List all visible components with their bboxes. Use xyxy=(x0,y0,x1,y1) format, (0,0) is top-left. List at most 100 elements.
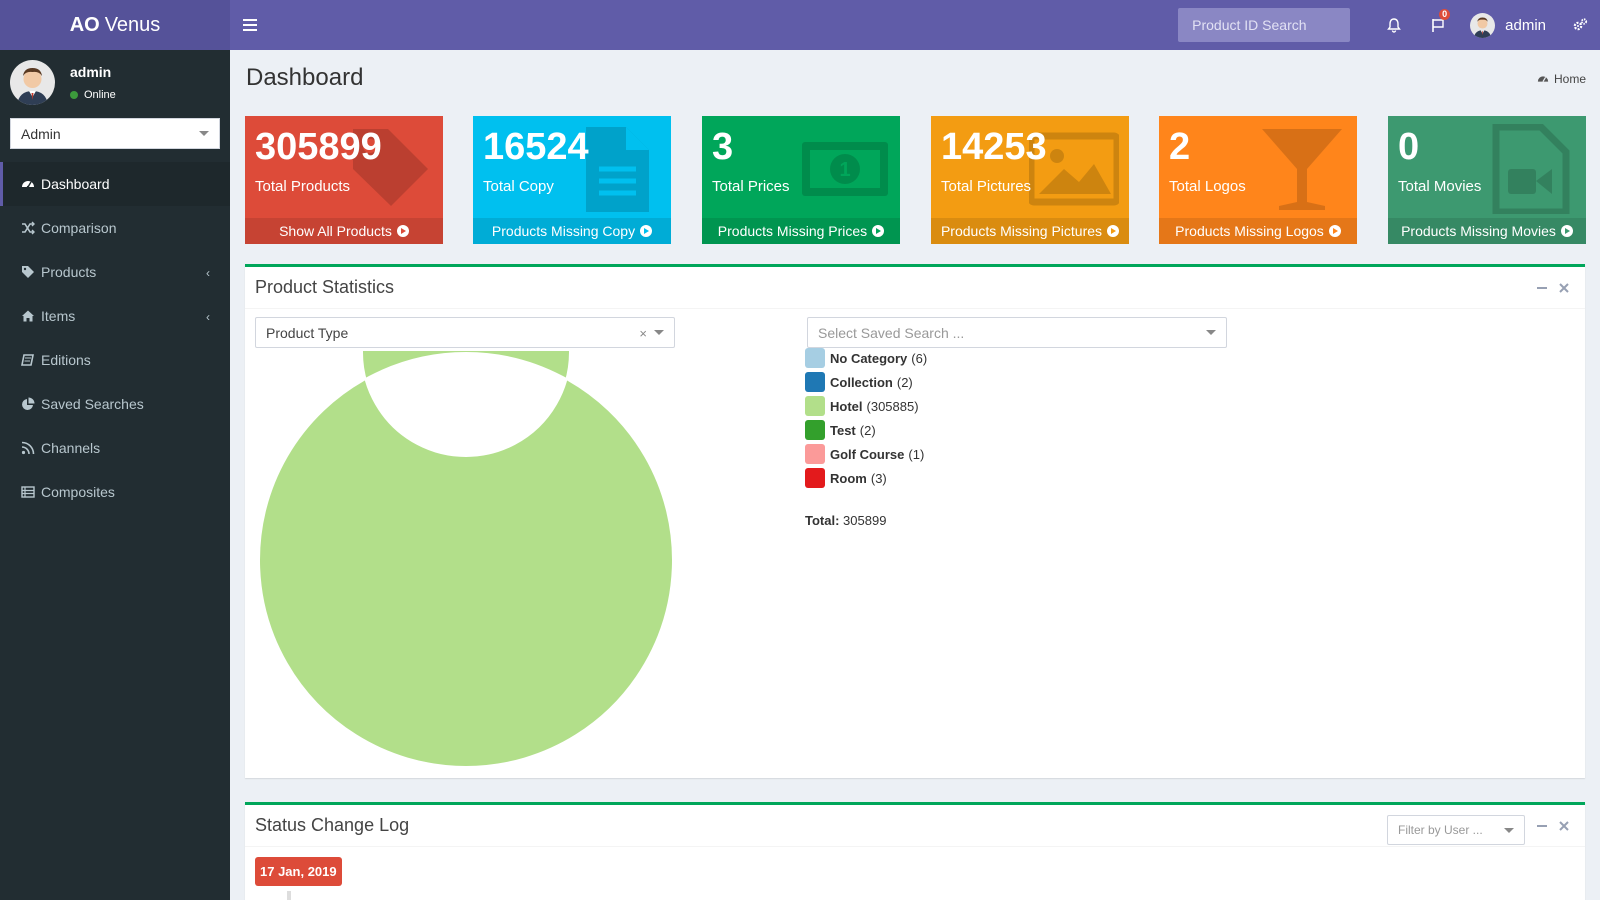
stat-value: 14253 xyxy=(941,126,1047,168)
arrow-circle-right-icon xyxy=(640,225,653,237)
saved-search-select[interactable]: Select Saved Search ... xyxy=(807,317,1227,348)
stat-label: Total Movies xyxy=(1398,178,1482,195)
stat-box-copy: 16524 Total Copy Products Missing Copy xyxy=(473,116,671,244)
chevron-left-icon: ‹ xyxy=(206,310,210,324)
avatar xyxy=(1470,12,1496,38)
legend-paren: ( xyxy=(866,398,871,414)
products-missing-copy-link[interactable]: Products Missing Copy xyxy=(473,218,671,244)
clear-icon[interactable]: × xyxy=(639,326,647,341)
product-type-select[interactable]: Product Type × xyxy=(255,317,675,348)
sidebar-item-label: Saved Searches xyxy=(41,396,144,412)
page-title: Dashboard xyxy=(246,64,364,91)
app-logo[interactable]: AO Venus xyxy=(0,0,230,50)
legend-swatch xyxy=(805,372,825,392)
legend-item[interactable]: No Category(6) xyxy=(805,346,927,370)
stat-label: Total Pictures xyxy=(941,178,1032,195)
sidebar-toggle-button[interactable] xyxy=(230,0,270,50)
list-icon xyxy=(21,485,41,499)
sidebar-item-label: Dashboard xyxy=(41,176,110,192)
legend-label: Hotel xyxy=(830,398,863,414)
collapse-button[interactable] xyxy=(1531,817,1553,835)
sidebar-item-composites[interactable]: Composites xyxy=(0,470,230,514)
panel-title: Product Statistics xyxy=(255,277,395,297)
sidebar-item-editions[interactable]: Editions xyxy=(0,338,230,382)
products-missing-movies-link[interactable]: Products Missing Movies xyxy=(1388,218,1586,244)
legend-paren: ( xyxy=(911,350,916,366)
flags-button[interactable]: 0 xyxy=(1416,0,1460,50)
product-statistics-panel: Product Statistics Product Type × Select… xyxy=(245,264,1585,778)
arrow-circle-right-icon xyxy=(1107,225,1120,237)
legend-item[interactable]: Collection(2) xyxy=(805,370,927,394)
panel-tools xyxy=(1531,817,1575,835)
legend-label: Room xyxy=(830,470,867,486)
collapse-button[interactable] xyxy=(1531,279,1553,297)
sidebar-item-saved-searches[interactable]: Saved Searches xyxy=(0,382,230,426)
arrow-circle-right-icon xyxy=(1560,225,1573,237)
sidebar-item-items[interactable]: Items ‹ xyxy=(0,294,230,338)
legend-paren: ) xyxy=(914,398,919,414)
legend-swatch xyxy=(805,420,825,440)
products-missing-logos-link[interactable]: Products Missing Logos xyxy=(1159,218,1357,244)
hamburger-icon xyxy=(243,19,257,31)
product-type-selected: Product Type xyxy=(266,324,349,341)
product-id-search-input[interactable] xyxy=(1178,8,1351,42)
legend-label: Collection xyxy=(830,374,893,390)
total-value: 305899 xyxy=(843,513,887,528)
legend-paren: ( xyxy=(908,446,913,462)
status-change-log-panel: Status Change Log Filter by User ... 17 … xyxy=(245,802,1585,900)
filter-by-user-select[interactable]: Filter by User ... xyxy=(1387,815,1525,845)
legend-item[interactable]: Test(2) xyxy=(805,418,927,442)
tag-icon xyxy=(353,129,428,206)
control-sidebar-button[interactable] xyxy=(1560,0,1600,50)
products-missing-pictures-link[interactable]: Products Missing Pictures xyxy=(931,218,1129,244)
legend-paren: ( xyxy=(870,470,876,486)
breadcrumb-home[interactable]: Home xyxy=(1553,72,1586,86)
tag-icon xyxy=(21,265,41,279)
close-button[interactable] xyxy=(1553,279,1575,297)
navbar: 0 admin xyxy=(230,0,1600,50)
sidebar-item-channels[interactable]: Channels xyxy=(0,426,230,470)
avatar xyxy=(10,60,55,105)
legend-count: 2 xyxy=(901,374,909,390)
donut-slice-hotel[interactable] xyxy=(258,351,674,768)
user-status[interactable]: Online xyxy=(70,89,116,101)
navbar-right: 0 admin xyxy=(1178,0,1600,50)
stat-value: 16524 xyxy=(483,126,589,168)
sidebar-item-dashboard[interactable]: Dashboard xyxy=(0,162,230,206)
role-select[interactable]: Admin xyxy=(10,118,220,149)
legend-item[interactable]: Room(3) xyxy=(805,466,927,490)
random-icon xyxy=(21,221,41,235)
notifications-button[interactable] xyxy=(1372,0,1416,50)
close-button[interactable] xyxy=(1553,817,1575,835)
sidebar-item-label: Comparison xyxy=(41,220,117,236)
stat-box-prices: 3 Total Prices 1 Products Missing Prices xyxy=(702,116,900,244)
video-icon xyxy=(1492,124,1570,214)
stat-box-pictures: 14253 Total Pictures Products Missing Pi… xyxy=(931,116,1129,244)
legend-item[interactable]: Hotel(305885) xyxy=(805,394,927,418)
chevron-down-icon xyxy=(1206,330,1216,335)
online-dot-icon xyxy=(70,91,78,99)
stat-link-label: Products Missing Logos xyxy=(1175,223,1324,239)
file-text-icon xyxy=(586,127,649,212)
sidebar-item-comparison[interactable]: Comparison xyxy=(0,206,230,250)
products-missing-prices-link[interactable]: Products Missing Prices xyxy=(702,218,900,244)
sidebar-item-products[interactable]: Products ‹ xyxy=(0,250,230,294)
legend-paren: ) xyxy=(871,422,876,438)
legend-count: 2 xyxy=(864,422,872,438)
product-type-donut-chart xyxy=(258,351,674,768)
stat-label: Total Logos xyxy=(1169,178,1246,195)
user-menu[interactable]: admin xyxy=(1460,0,1560,50)
header-user-name: admin xyxy=(1505,16,1546,34)
legend-label: No Category xyxy=(830,350,908,366)
legend-paren: ( xyxy=(896,374,902,390)
dashboard-icon xyxy=(1537,76,1549,82)
stat-box-logos: 2 Total Logos Products Missing Logos xyxy=(1159,116,1357,244)
legend-item[interactable]: Golf Course(1) xyxy=(805,442,927,466)
show-all-products-link[interactable]: Show All Products xyxy=(245,218,443,244)
chevron-left-icon: ‹ xyxy=(206,266,210,280)
sidebar-item-label: Editions xyxy=(41,352,91,368)
breadcrumb[interactable]: Home xyxy=(1537,72,1586,86)
legend-swatch xyxy=(805,396,825,416)
legend-count: 3 xyxy=(875,470,883,486)
glass-icon xyxy=(1262,129,1342,210)
